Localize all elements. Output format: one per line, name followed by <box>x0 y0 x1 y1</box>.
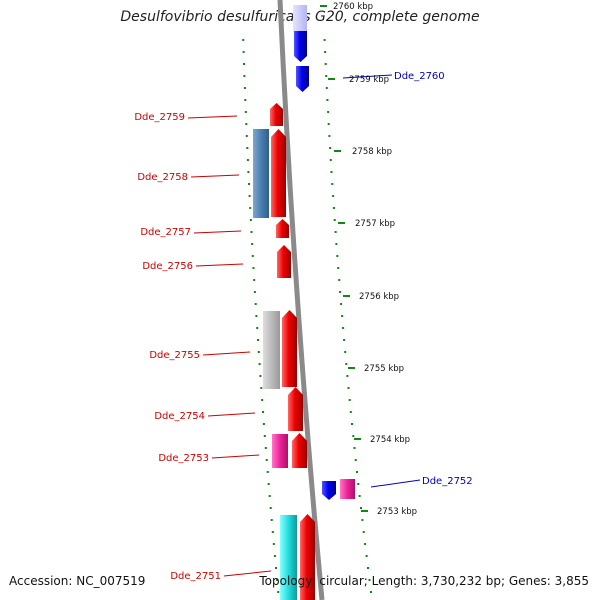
gene-label-dde-2754[interactable]: Dde_2754 <box>154 411 205 422</box>
scale-label-2754: 2754 kbp <box>370 435 410 445</box>
feature-block-steel <box>253 129 269 218</box>
gene-label-dde-2760[interactable]: Dde_2760 <box>394 71 445 82</box>
gene-arrow-dde-2753[interactable] <box>292 433 307 468</box>
scale-label-2755: 2755 kbp <box>364 364 404 374</box>
scale-label-2759: 2759 kbp <box>349 75 389 85</box>
gene-arrow-dde-2751[interactable] <box>300 514 315 600</box>
gene-label-dde-2757[interactable]: Dde_2757 <box>140 227 191 238</box>
gene-arrow-dde-2754[interactable] <box>288 387 303 431</box>
gene-label-dde-2755[interactable]: Dde_2755 <box>149 350 200 361</box>
gene-label-dde-2759[interactable]: Dde_2759 <box>134 112 185 123</box>
genome-backbone <box>277 0 325 600</box>
gene-arrow-dde-2760[interactable] <box>294 31 307 62</box>
feature-block-grey <box>263 311 280 389</box>
gene-arrow-dde-2757[interactable] <box>276 219 289 238</box>
scale-label-2756: 2756 kbp <box>359 292 399 302</box>
gene-arrow-dde-2756[interactable] <box>277 245 291 278</box>
gene-arrow-dde-2752-blue[interactable] <box>322 481 336 500</box>
outer-dotted-ring <box>323 39 372 593</box>
scale-label-2753: 2753 kbp <box>377 507 417 517</box>
scale-label-2760: 2760 kbp <box>333 2 373 12</box>
scale-label-2757: 2757 kbp <box>355 219 395 229</box>
gene-label-dde-2756[interactable]: Dde_2756 <box>142 261 193 272</box>
label-leader-lines <box>187 74 421 577</box>
gene-arrow-dde-2758[interactable] <box>271 129 286 217</box>
accession-text: Accession: NC_007519 <box>9 574 146 588</box>
genome-summary-text: Topology: circular; Length: 3,730,232 bp… <box>259 574 589 588</box>
feature-block-pink <box>272 434 288 468</box>
gene-arrow-dde-2760-b[interactable] <box>296 66 309 92</box>
gene-label-dde-2752[interactable]: Dde_2752 <box>422 476 473 487</box>
gene-block-dde-2752-pink[interactable] <box>340 479 355 499</box>
inner-dotted-ring <box>242 39 280 593</box>
gene-label-dde-2758[interactable]: Dde_2758 <box>137 172 188 183</box>
gene-label-dde-2753[interactable]: Dde_2753 <box>158 453 209 464</box>
gene-arrow-dde-2755[interactable] <box>282 310 297 387</box>
gene-label-dde-2751[interactable]: Dde_2751 <box>170 571 221 582</box>
feature-block-cyan <box>280 515 297 600</box>
gene-arrow-dde-2759[interactable] <box>270 103 283 126</box>
feature-block-light-blue <box>293 5 307 32</box>
scale-label-2758: 2758 kbp <box>352 147 392 157</box>
scale-ticks <box>320 5 368 512</box>
